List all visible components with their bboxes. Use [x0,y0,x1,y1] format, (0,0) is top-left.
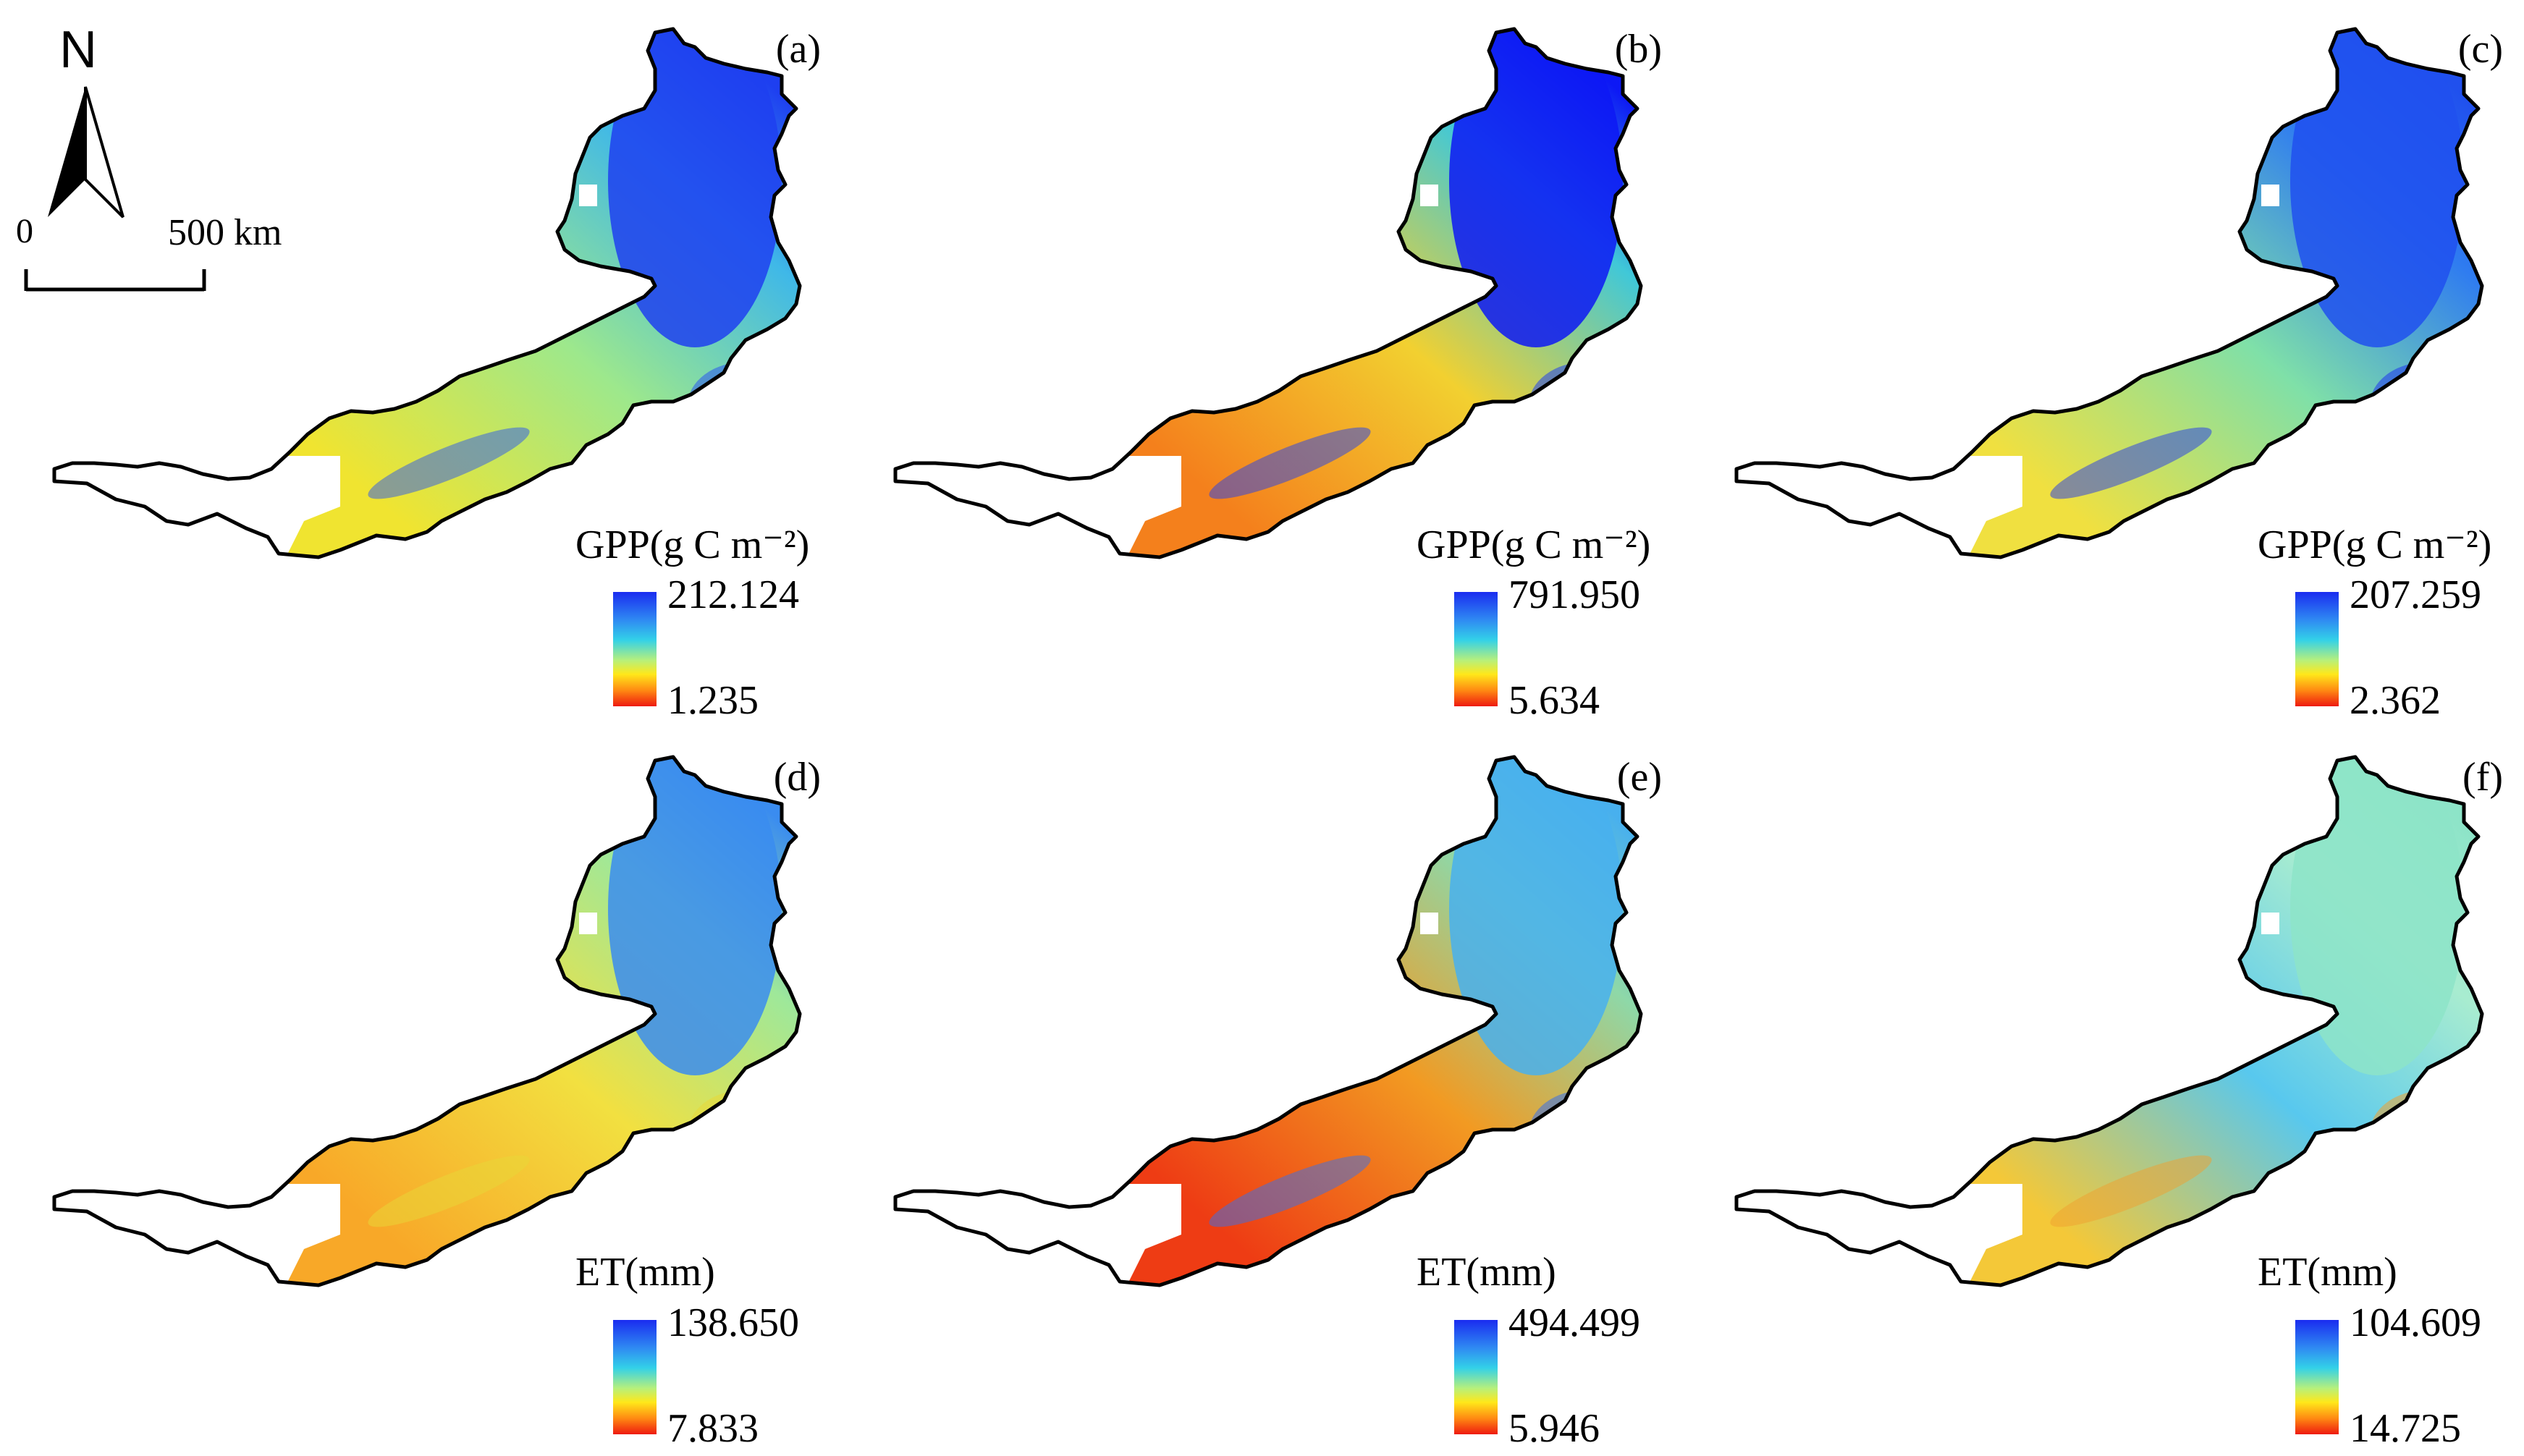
north-arrow-light-half [84,86,124,219]
north-arrow-scale: N 0 500 km [0,0,347,318]
east-spot [1529,362,1641,449]
western-nodata [1736,456,2022,557]
east-spot [2370,1090,2482,1177]
legend-colorbar [613,592,657,706]
panel-b: (b) GPP(g C m⁻²) 791.950 5.634 [841,0,1682,728]
northeast-zone [2290,757,2464,1075]
legend-min-value: 5.946 [1508,1406,1600,1451]
region-outline [1734,27,2484,559]
legend-max-value: 207.259 [2350,572,2481,617]
region-fill-group [895,29,1641,557]
east-spot [2370,362,2482,449]
legend-title: GPP(g C m⁻²) [1417,522,1651,567]
legend-colorbar [613,1320,657,1434]
region-fill-group [1736,29,2482,557]
north-letter: N [59,21,97,79]
legend-min-value: 5.634 [1508,678,1600,723]
legend-title: ET(mm) [575,1250,715,1295]
lake-nodata [579,913,597,934]
panel-f: (f) ET(mm) 104.609 14.725 [1682,728,2523,1456]
region-map [52,755,802,1287]
northeast-zone [608,29,782,347]
panel-label: (f) [2462,755,2503,800]
northeast-zone [1449,29,1623,347]
river-spot [1209,427,1371,499]
western-nodata [1736,1184,2022,1285]
western-nodata [895,456,1181,557]
region-fill-group [1736,757,2482,1285]
river-spot [368,1155,530,1227]
legend-colorbar [2295,592,2339,706]
scale-zero-label: 0 [16,212,33,250]
east-spot [688,1090,800,1177]
east-spot [688,362,800,449]
panel-e: (e) ET(mm) 494.499 5.946 [841,728,1682,1456]
river-spot [368,427,530,499]
legend-title: ET(mm) [1417,1250,1556,1295]
legend-min-value: 7.833 [667,1406,759,1451]
panel-d: (d) ET(mm) 138.650 7.833 [0,728,841,1456]
legend-min-value: 2.362 [2350,678,2441,723]
panel-c: (c) GPP(g C m⁻²) 207.259 2.362 [1682,0,2523,728]
western-nodata [54,456,340,557]
east-spot [1529,1090,1641,1177]
region-map [893,755,1643,1287]
north-arrow-dark-half [48,87,85,217]
region-map [1734,755,2484,1287]
region-map [893,27,1643,559]
legend-title: ET(mm) [2258,1250,2397,1295]
panel-label: (a) [775,27,821,72]
legend-min-value: 1.235 [667,678,759,723]
river-spot [2050,427,2212,499]
region-fill-group [54,29,800,557]
region-fill-group [895,757,1641,1285]
lake-nodata [2261,185,2279,206]
legend-max-value: 791.950 [1508,572,1640,617]
panel-label: (d) [773,755,821,800]
region-outline [893,755,1643,1287]
lake-nodata [579,185,597,206]
western-nodata [895,1184,1181,1285]
northeast-zone [1449,757,1623,1075]
northeast-zone [608,757,782,1075]
river-spot [1209,1155,1371,1227]
northeast-zone [2290,29,2464,347]
panel-a: (a) GPP(g C m⁻²) 212.124 1.235 [0,0,841,728]
scale-max-label: 500 km [168,212,282,253]
legend-max-value: 212.124 [667,572,799,617]
region-fill-group [54,757,800,1285]
western-nodata [54,1184,340,1285]
lake-nodata [1420,913,1438,934]
lake-nodata [2261,913,2279,934]
panel-label: (c) [2457,27,2503,72]
region-outline [893,27,1643,559]
panel-label: (b) [1614,27,1662,72]
region-map [1734,27,2484,559]
legend-max-value: 104.609 [2350,1300,2481,1345]
legend-max-value: 494.499 [1508,1300,1640,1345]
river-spot [2050,1155,2212,1227]
region-outline [52,755,802,1287]
lake-nodata [1420,185,1438,206]
legend-colorbar [2295,1320,2339,1434]
legend-title: GPP(g C m⁻²) [2258,522,2492,567]
panel-label: (e) [1616,755,1662,800]
north-arrow-icon [24,86,206,292]
legend-colorbar [1454,1320,1498,1434]
region-outline [52,27,802,559]
region-outline [1734,755,2484,1287]
region-map [52,27,802,559]
legend-colorbar [1454,592,1498,706]
legend-title: GPP(g C m⁻²) [575,522,810,567]
legend-min-value: 14.725 [2350,1406,2461,1451]
legend-max-value: 138.650 [667,1300,799,1345]
